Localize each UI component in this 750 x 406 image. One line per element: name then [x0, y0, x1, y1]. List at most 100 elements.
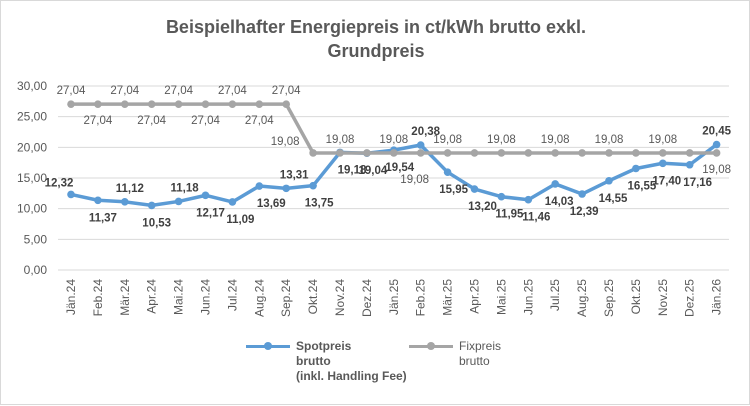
legend-label: (inkl. Handling Fee): [296, 369, 407, 383]
fixpreis-point: [659, 149, 667, 157]
spotpreis-point: [309, 181, 317, 190]
fixpreis-data-label: 19,08: [271, 136, 300, 148]
spotpreis-data-label: 19,54: [385, 162, 414, 174]
legend-item-spotpreis: Spotpreis brutto (inkl. Handling Fee): [246, 339, 407, 384]
legend-item-fixpreis: Fixpreis brutto: [409, 339, 501, 369]
spotpreis-point: [551, 180, 559, 188]
fixpreis-data-label: 27,04: [272, 85, 301, 97]
x-tick-label: Aug.24: [252, 279, 266, 317]
spotpreis-data-label: 12,32: [45, 177, 74, 189]
legend-label: Spotpreis: [296, 339, 352, 353]
spotpreis-data-label: 20,38: [411, 126, 440, 138]
spotpreis-data-label: 20,45: [702, 126, 731, 138]
spotpreis-point: [632, 164, 640, 173]
fixpreis-data-label: 19,08: [648, 134, 677, 146]
x-tick-label: Jun.24: [199, 279, 213, 315]
spotpreis-data-label: 17,40: [652, 175, 681, 187]
spotpreis-data-label: 14,03: [545, 196, 574, 208]
fixpreis-point: [416, 149, 425, 157]
fixpreis-point: [147, 100, 156, 108]
x-tick-label: Mai.24: [172, 279, 186, 315]
fixpreis-point: [282, 100, 291, 108]
legend-label: brutto: [459, 354, 490, 368]
spotpreis-point: [605, 176, 613, 185]
fixpreis-data-label: 27,04: [245, 115, 274, 127]
fixpreis-data-label: 19,08: [433, 134, 462, 146]
spotpreis-data-label: 13,69: [257, 198, 286, 210]
spotpreis-data-label: 11,37: [89, 212, 117, 224]
fixpreis-data-label: 19,08: [595, 134, 624, 146]
spotpreis-data-label: 11,46: [522, 212, 550, 224]
spotpreis-data-label: 14,55: [599, 193, 628, 205]
spotpreis-data-label: 12,39: [570, 206, 599, 218]
fixpreis-point: [363, 149, 371, 157]
spotpreis-point: [121, 197, 129, 206]
x-tick-label: Jän.26: [710, 279, 724, 315]
fixpreis-data-label: 19,08: [326, 134, 355, 146]
spotpreis-data-label: 19,04: [359, 165, 388, 177]
fixpreis-point: [94, 100, 102, 108]
x-tick-label: Sep.24: [279, 279, 293, 317]
fixpreis-point: [309, 149, 317, 157]
spotpreis-data-label: 10,53: [142, 217, 171, 229]
x-tick-label: Apr.24: [145, 279, 159, 314]
fixpreis-point: [174, 100, 183, 108]
spotpreis-point: [659, 159, 667, 168]
spotpreis-point: [416, 141, 425, 149]
spotpreis-point: [174, 197, 183, 206]
fixpreis-data-label: 27,04: [164, 85, 193, 97]
x-tick-label: Okt.24: [306, 279, 320, 315]
fixpreis-point: [470, 149, 479, 157]
x-tick-label: Nov.24: [333, 279, 347, 316]
x-tick-label: Jän.25: [387, 279, 401, 315]
spotpreis-point: [470, 185, 479, 193]
x-tick-label: Aug.25: [575, 279, 589, 317]
fixpreis-data-label: 27,04: [191, 115, 220, 127]
fixpreis-data-label: 27,04: [218, 85, 247, 97]
spotpreis-point: [443, 168, 452, 176]
x-tick-label: Mai.25: [494, 279, 508, 315]
spotpreis-point: [147, 201, 156, 210]
spotpreis-data-label: 19,18: [338, 164, 367, 176]
fixpreis-point: [497, 149, 506, 157]
x-tick-label: Jul.25: [548, 279, 562, 311]
spotpreis-data-label: 13,75: [305, 198, 334, 210]
y-tick-label: 10,00: [17, 202, 47, 216]
fixpreis-point: [67, 100, 75, 108]
y-tick-label: 15,00: [17, 171, 47, 185]
spotpreis-point: [712, 140, 721, 149]
chart-title-text: Beispielhafter Energiepreis in ct/kWh br…: [165, 17, 587, 61]
fixpreis-point: [121, 100, 129, 108]
spotpreis-data-label: 17,16: [683, 177, 712, 189]
x-tick-label: Dez.25: [683, 279, 697, 317]
fixpreis-data-label: 27,04: [110, 85, 139, 97]
x-tick-label: Feb.25: [414, 279, 428, 317]
y-tick-label: 25,00: [17, 110, 47, 124]
fixpreis-data-label: 27,04: [137, 115, 166, 127]
y-tick-label: 0,00: [24, 263, 48, 277]
spotpreis-point: [94, 196, 102, 205]
spotpreis-data-label: 11,18: [171, 182, 200, 194]
x-tick-label: Jän.24: [64, 279, 78, 315]
spotpreis-point: [67, 190, 75, 199]
x-tick-label: Dez.24: [360, 279, 374, 317]
x-tick-label: Jun.25: [521, 279, 535, 315]
y-tick-label: 30,00: [17, 79, 47, 93]
fixpreis-data-label: 27,04: [84, 115, 113, 127]
spotpreis-data-label: 13,20: [468, 201, 497, 213]
legend-label: Fixpreis: [459, 339, 502, 353]
fixpreis-data-label: 19,08: [487, 134, 516, 146]
fixpreis-data-label: 19,08: [400, 174, 429, 186]
x-tick-label: Mär.25: [441, 279, 455, 316]
fixpreis-data-label: 19,08: [702, 164, 731, 176]
spotpreis-data-label: 11,95: [495, 209, 524, 221]
x-tick-label: Apr.25: [468, 279, 482, 314]
fixpreis-point: [443, 149, 452, 157]
legend-marker-fix: [427, 342, 435, 350]
x-tick-label: Jul.24: [225, 279, 239, 311]
fixpreis-point: [336, 149, 344, 157]
x-tick-label: Feb.24: [91, 279, 105, 317]
fixpreis-point: [605, 149, 613, 157]
legend-marker-spot: [264, 342, 272, 350]
